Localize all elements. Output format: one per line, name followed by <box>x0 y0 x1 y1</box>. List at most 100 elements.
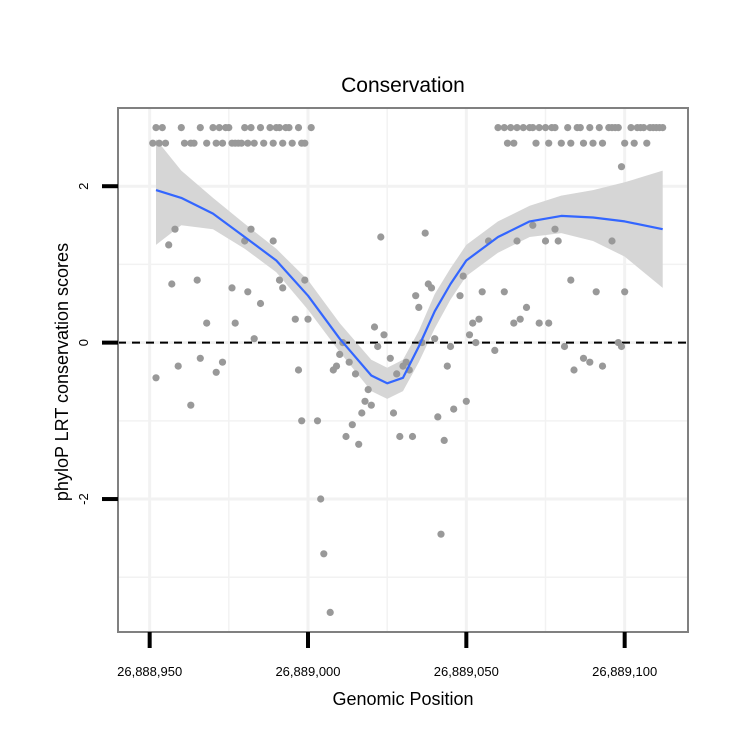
data-point <box>250 335 258 343</box>
data-point <box>408 432 417 441</box>
confidence-band <box>156 139 663 399</box>
data-point <box>586 124 594 132</box>
data-point <box>374 342 382 351</box>
data-point <box>545 139 553 147</box>
data-point <box>231 319 239 327</box>
data-point <box>643 139 651 147</box>
y-tick-label: 0 <box>76 339 91 346</box>
points-layer <box>149 124 667 617</box>
x-tick-label: 26,889,000 <box>275 664 340 679</box>
data-point <box>241 124 249 132</box>
data-point <box>529 221 537 229</box>
data-point <box>291 315 299 323</box>
data-point <box>431 335 439 343</box>
data-point <box>589 139 597 147</box>
data-point <box>336 350 344 358</box>
data-point <box>456 292 464 300</box>
data-point <box>244 139 252 147</box>
axis-layer: 26,888,950 26,889,000 26,889,050 26,889,100… <box>76 183 657 679</box>
data-point <box>541 237 550 245</box>
data-point <box>522 303 531 311</box>
data-point <box>586 358 594 366</box>
data-point <box>370 323 379 331</box>
data-point <box>469 319 477 327</box>
data-point <box>193 276 201 284</box>
data-point <box>225 124 233 132</box>
data-point <box>421 229 429 237</box>
data-point <box>567 139 575 147</box>
data-point <box>256 299 265 308</box>
data-point <box>367 401 375 409</box>
data-point <box>614 124 622 132</box>
data-point <box>196 124 204 132</box>
data-point <box>244 288 252 296</box>
data-point <box>247 225 255 233</box>
confidence-band-layer <box>156 139 663 399</box>
data-point <box>152 124 160 132</box>
data-point <box>215 124 223 132</box>
data-point <box>554 237 562 245</box>
data-point <box>218 139 227 147</box>
data-point <box>462 397 470 405</box>
data-point <box>301 276 309 284</box>
data-point <box>355 440 363 448</box>
data-point <box>535 124 543 132</box>
data-point <box>516 315 524 323</box>
data-point <box>503 139 512 147</box>
data-point <box>187 401 195 409</box>
data-point <box>579 354 588 362</box>
data-point <box>507 124 515 132</box>
data-point <box>446 342 455 351</box>
data-point <box>459 272 467 280</box>
data-point <box>332 362 341 370</box>
data-point <box>190 139 198 147</box>
panel-border <box>117 107 689 633</box>
data-point <box>377 233 385 241</box>
data-point <box>301 139 309 147</box>
smooth-line-layer <box>155 189 663 385</box>
data-point <box>570 366 578 374</box>
data-point <box>389 409 398 417</box>
data-point <box>380 331 388 339</box>
data-point <box>294 366 303 374</box>
data-point <box>386 354 394 362</box>
data-point <box>551 225 559 233</box>
data-point <box>317 495 325 503</box>
data-point <box>427 284 436 292</box>
data-point <box>393 370 401 378</box>
data-point <box>617 342 626 351</box>
data-point <box>500 288 508 296</box>
data-point <box>465 331 474 339</box>
data-point <box>149 139 157 147</box>
data-point <box>177 124 185 132</box>
data-point <box>617 163 626 171</box>
data-point <box>298 417 306 425</box>
data-point <box>152 374 160 382</box>
data-point <box>358 409 366 417</box>
data-point <box>627 124 635 132</box>
data-point <box>158 124 166 132</box>
y-axis-label: phyloP LRT conservation scores <box>52 243 72 501</box>
data-point <box>275 124 284 132</box>
data-point <box>560 342 569 351</box>
data-point <box>269 139 277 147</box>
data-point <box>595 124 603 132</box>
data-point <box>529 124 537 132</box>
data-point <box>513 124 521 132</box>
data-point <box>598 139 607 147</box>
data-point <box>345 358 353 366</box>
data-point <box>564 124 572 132</box>
data-point <box>415 303 423 311</box>
data-point <box>288 139 296 147</box>
data-point <box>472 339 480 347</box>
data-point <box>196 354 204 362</box>
x-tick-label: 26,889,100 <box>592 664 657 679</box>
data-point <box>285 124 293 132</box>
data-point <box>203 319 211 327</box>
data-point <box>630 139 638 147</box>
data-point <box>174 362 182 370</box>
data-point <box>212 139 220 147</box>
y-tick-label: -2 <box>76 493 91 505</box>
data-point <box>510 319 518 327</box>
